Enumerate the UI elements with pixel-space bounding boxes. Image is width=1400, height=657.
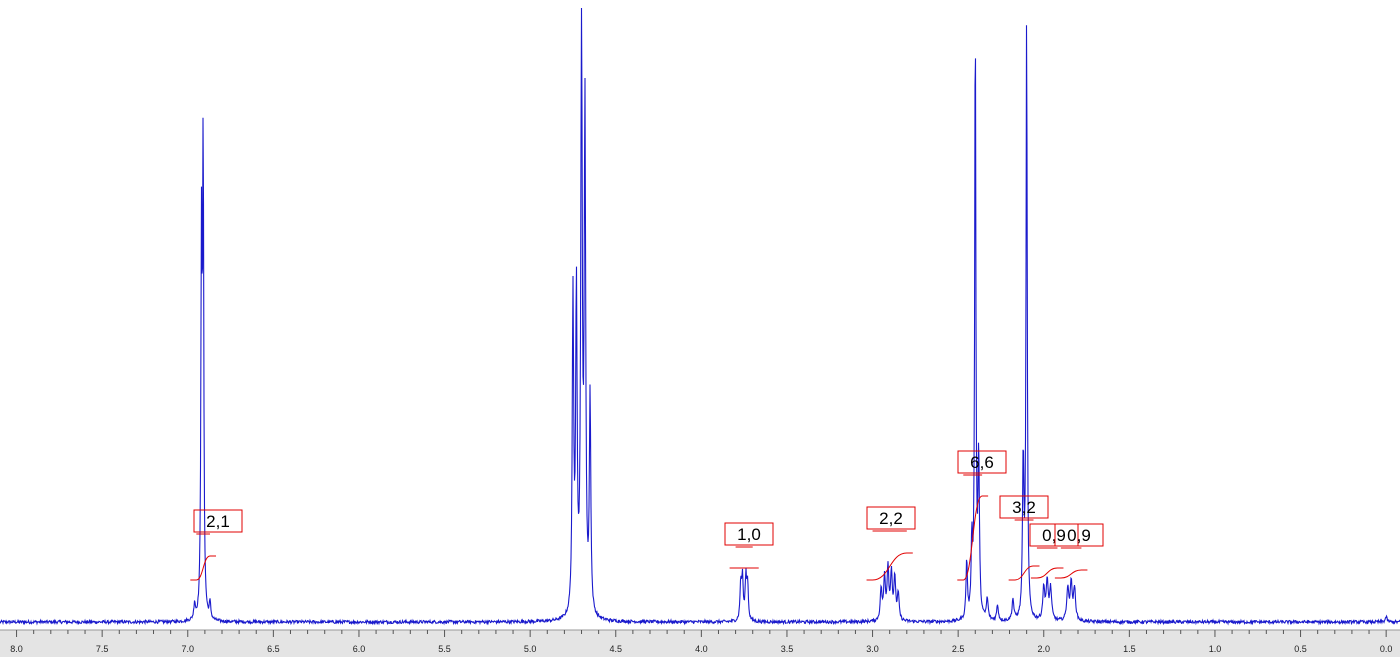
integral-region: 3,2 — [999, 495, 1049, 581]
integral-region: 0,9 — [1029, 523, 1079, 579]
integral-region: 2,1 — [190, 509, 243, 581]
integral-value: 0,9 — [1042, 526, 1066, 545]
integral-curve — [1030, 567, 1064, 579]
integral-value: 2,2 — [879, 509, 903, 528]
integral-region: 6,6 — [957, 450, 1007, 581]
integral-label-box — [999, 495, 1049, 519]
integral-label-box — [1054, 523, 1104, 547]
integral-region: 1,0 — [724, 522, 774, 569]
x-tick-label: 4.0 — [695, 644, 708, 654]
x-tick-label: 7.5 — [96, 644, 109, 654]
x-tick-label: 3.0 — [866, 644, 879, 654]
x-tick-label: 3.5 — [781, 644, 794, 654]
integral-value: 3,2 — [1012, 498, 1036, 517]
x-tick-label: 0.5 — [1294, 644, 1307, 654]
x-tick-label: 1.0 — [1209, 644, 1222, 654]
x-tick-label: 7.0 — [182, 644, 195, 654]
integral-label-box — [1029, 523, 1079, 547]
integral-curve — [866, 552, 913, 581]
x-tick-label: 6.0 — [353, 644, 366, 654]
integral-annotations: 2,1 1,0 2,2 6,6 3,2 0,9 0,9 — [190, 450, 1104, 581]
x-tick-label: 2.5 — [952, 644, 965, 654]
x-axis: 8.0 7.5 7.0 6.5 6.0 5.5 5.0 4.5 4.0 3.5 3.0 2.5 2.0 1… — [0, 629, 1400, 657]
integral-label-box — [957, 450, 1007, 474]
integral-region: 2,2 — [866, 506, 916, 581]
integral-value: 2,1 — [206, 512, 230, 531]
x-axis-band — [0, 630, 1400, 657]
integral-curve — [190, 555, 217, 581]
integral-value: 6,6 — [970, 453, 994, 472]
spectrum-trace — [0, 7, 1400, 626]
integral-curve — [1054, 569, 1088, 579]
x-tick-label: 4.5 — [609, 644, 622, 654]
x-tick-label: 6.5 — [267, 644, 280, 654]
x-tick-label: 1.5 — [1123, 644, 1136, 654]
integral-label-box — [866, 506, 916, 530]
x-tick-label: 8.0 — [10, 644, 23, 654]
x-tick-label: 0.0 — [1380, 644, 1393, 654]
integral-curve — [1008, 565, 1040, 581]
integral-label-box — [724, 522, 774, 546]
x-tick-label: 5.5 — [438, 644, 451, 654]
integral-region: 0,9 — [1054, 523, 1104, 579]
integral-value: 1,0 — [737, 525, 761, 544]
integral-curve — [957, 495, 989, 581]
x-tick-label: 5.0 — [524, 644, 537, 654]
integral-label-box — [193, 509, 243, 533]
spectrum-trace-group — [0, 7, 1400, 626]
x-tick-label: 2.0 — [1037, 644, 1050, 654]
integral-value: 0,9 — [1067, 526, 1091, 545]
